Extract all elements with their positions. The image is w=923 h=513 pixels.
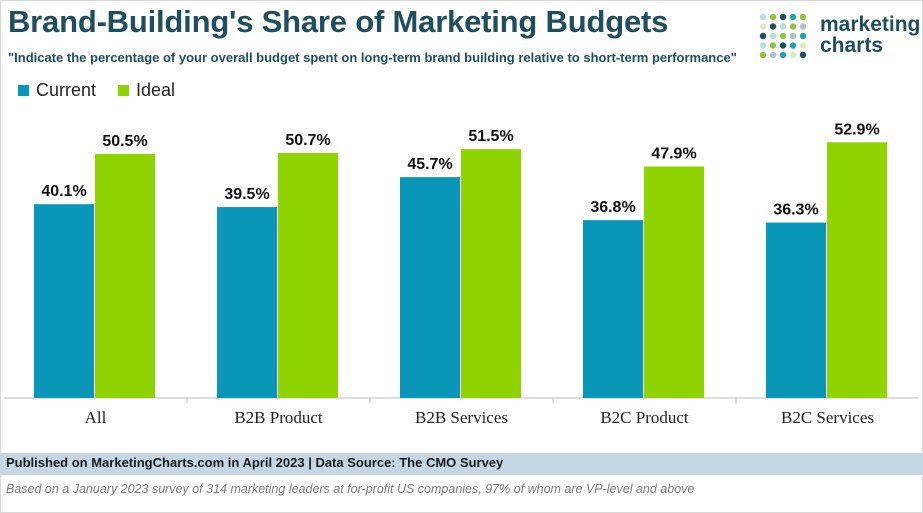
logo-dot <box>759 13 767 21</box>
logo-dot <box>789 23 797 30</box>
logo-dot <box>759 42 767 49</box>
data-label: 36.8% <box>590 199 635 216</box>
bar-ideal-3 <box>644 166 704 398</box>
data-label: 50.7% <box>285 132 330 149</box>
footer-band: Published on MarketingCharts.com in Apri… <box>0 453 923 475</box>
data-label: 47.9% <box>651 145 696 162</box>
bar-chart: 40.1% 50.5% All 39.5% 50.7% B2B Product 45.7% 5… <box>4 121 919 427</box>
data-label: 45.7% <box>407 156 452 173</box>
bar-ideal-2 <box>461 149 521 398</box>
x-tick-label: B2C Services <box>781 408 874 427</box>
logo-dot <box>799 13 807 21</box>
bar-ideal-4 <box>827 142 887 398</box>
x-tick-label: B2C Product <box>600 408 689 427</box>
data-label: 40.1% <box>41 183 86 200</box>
chart-subtitle: "Indicate the percentage of your overall… <box>8 50 737 65</box>
logo-dot <box>769 51 777 59</box>
logo-dot <box>789 32 797 40</box>
legend-label-ideal: Ideal <box>136 80 176 100</box>
legend-swatch-ideal <box>118 85 129 96</box>
logo-dot <box>779 13 787 21</box>
logo-dot <box>769 23 777 30</box>
x-tick-label: B2B Product <box>234 408 323 427</box>
logo-wordmark: marketing charts <box>820 14 920 56</box>
bar-ideal-1 <box>278 152 338 398</box>
logo-dot <box>779 51 787 59</box>
logo-dot <box>769 32 777 40</box>
bar-current-4 <box>766 222 826 398</box>
logo-dot <box>769 42 777 49</box>
footer-note: Based on a January 2023 survey of 314 ma… <box>6 482 695 496</box>
bar-current-3 <box>583 220 643 398</box>
bar-current-2 <box>400 177 460 398</box>
logo-dot <box>799 51 807 59</box>
logo-dots-icon <box>759 13 807 59</box>
logo-dot <box>799 42 807 49</box>
logo-dot <box>789 13 797 21</box>
data-label: 50.5% <box>102 133 147 150</box>
marketingcharts-logo: marketing charts <box>758 12 920 62</box>
data-label: 52.9% <box>834 121 879 138</box>
logo-dot <box>759 32 767 40</box>
chart-title: Brand-Building's Share of Marketing Budg… <box>8 4 669 39</box>
x-tick-label: All <box>85 408 107 427</box>
logo-dot <box>759 51 767 59</box>
logo-dot <box>799 23 807 30</box>
footer-published: Published on MarketingCharts.com in Apri… <box>6 455 504 470</box>
legend-swatch-current <box>18 85 29 96</box>
logo-dot <box>789 51 797 59</box>
data-label: 39.5% <box>224 186 269 203</box>
logo-dot <box>799 32 807 40</box>
bar-current-1 <box>217 207 277 398</box>
bar-current-0 <box>34 204 94 398</box>
logo-dot <box>789 42 797 49</box>
legend-label-current: Current <box>36 80 97 100</box>
logo-dot <box>779 42 787 49</box>
logo-line-1: marketing <box>820 13 921 36</box>
logo-dot <box>779 23 787 30</box>
data-label: 36.3% <box>773 202 818 219</box>
x-tick-label: B2B Services <box>415 408 508 427</box>
logo-dot <box>779 32 787 40</box>
data-label: 51.5% <box>468 128 513 145</box>
logo-dot <box>759 23 767 30</box>
bar-ideal-0 <box>95 153 155 398</box>
logo-dot <box>769 13 777 21</box>
logo-line-2: charts <box>820 34 884 57</box>
